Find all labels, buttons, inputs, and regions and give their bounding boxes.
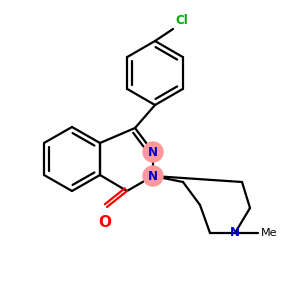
Text: Me: Me — [261, 228, 278, 238]
Text: O: O — [98, 215, 112, 230]
Circle shape — [143, 142, 163, 162]
Text: N: N — [148, 146, 158, 158]
Text: Cl: Cl — [175, 14, 188, 27]
Circle shape — [143, 166, 163, 186]
Text: N: N — [148, 169, 158, 182]
Text: N: N — [230, 226, 240, 239]
